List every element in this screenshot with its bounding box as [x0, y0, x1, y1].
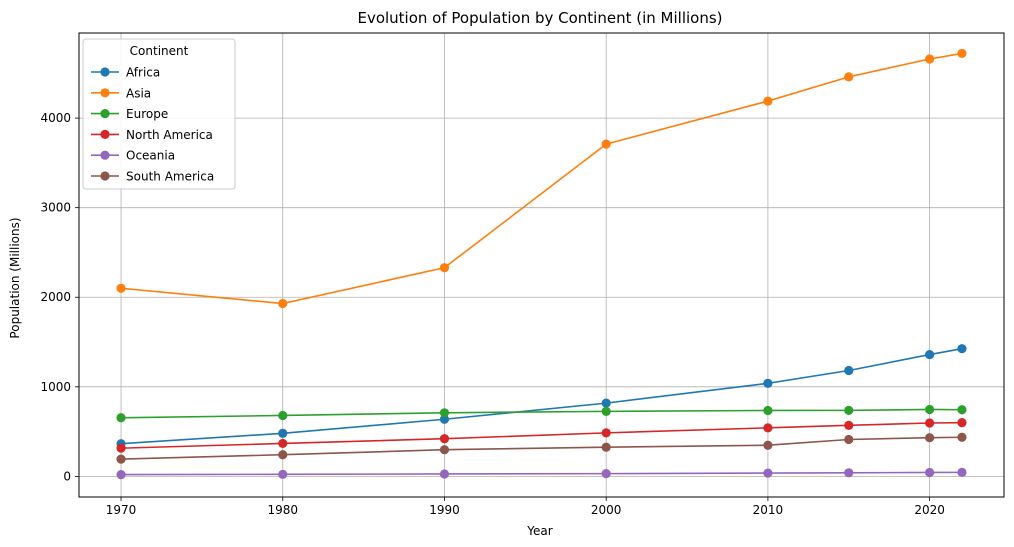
x-tick-label: 2020	[914, 503, 945, 517]
legend-label-north-america: North America	[126, 128, 213, 142]
data-point-asia	[439, 263, 450, 273]
data-point-europe	[116, 413, 126, 423]
data-point-south-america	[925, 433, 935, 443]
data-point-oceania	[116, 470, 126, 480]
series-line-africa	[120, 347, 963, 445]
data-point-north-america	[763, 423, 773, 433]
legend-label-oceania: Oceania	[126, 149, 175, 163]
data-point-south-america	[116, 454, 126, 464]
data-point-africa	[763, 378, 773, 388]
data-point-asia	[763, 96, 773, 106]
x-tick-label: 2010	[753, 503, 784, 517]
data-point-europe	[763, 405, 773, 416]
data-point-south-america	[844, 434, 854, 445]
data-point-south-america	[439, 445, 450, 455]
legend-swatch-marker	[100, 88, 110, 98]
data-point-asia	[278, 298, 288, 309]
y-tick-label: 4000	[40, 111, 71, 125]
data-point-north-america	[116, 443, 126, 453]
legend-swatch-marker	[100, 150, 110, 160]
y-tick-label: 2000	[40, 290, 71, 304]
x-axis-label: Year	[526, 524, 552, 538]
data-point-europe	[278, 410, 288, 421]
data-point-oceania	[601, 469, 611, 479]
data-point-asia	[844, 72, 854, 82]
data-point-asia	[957, 48, 967, 59]
data-point-africa	[844, 365, 854, 376]
data-point-europe	[439, 408, 450, 418]
y-axis-label: Population (Millions)	[8, 217, 22, 338]
data-point-asia	[925, 54, 935, 64]
series-europe	[116, 404, 967, 423]
data-point-europe	[601, 406, 611, 416]
series-line-europe	[121, 408, 962, 419]
y-tick-label: 0	[63, 469, 71, 483]
data-point-africa	[925, 349, 935, 360]
data-point-africa	[278, 428, 288, 438]
series-asia	[116, 48, 967, 309]
legend-label-south-america: South America	[126, 170, 214, 184]
series-south-america	[116, 432, 967, 464]
legend: Continent Africa Asia Europe North America Oc…	[82, 38, 236, 190]
x-tick-label: 1970	[106, 503, 137, 517]
legend-label-asia: Asia	[126, 86, 151, 100]
series-line-oceania	[121, 471, 962, 476]
data-point-south-america	[763, 440, 773, 450]
data-point-north-america	[957, 418, 967, 428]
x-tick-label: 2000	[591, 503, 622, 517]
chart-title: Evolution of Population by Continent (in…	[357, 9, 722, 27]
data-point-oceania	[763, 468, 773, 478]
legend-label-africa: Africa	[126, 66, 160, 80]
data-point-oceania	[925, 467, 935, 478]
legend-title: Continent	[130, 44, 189, 58]
series-oceania	[116, 467, 967, 480]
legend-swatch-marker	[100, 171, 110, 181]
data-point-oceania	[439, 469, 450, 479]
data-point-europe	[957, 405, 967, 415]
data-point-north-america	[601, 428, 611, 438]
series-africa	[116, 344, 967, 449]
data-point-africa	[439, 414, 450, 424]
legend-swatch-marker	[100, 129, 110, 139]
data-point-europe	[844, 405, 854, 415]
data-point-asia	[601, 139, 611, 149]
data-point-africa	[957, 344, 967, 354]
data-point-africa	[601, 398, 611, 408]
x-tick-label: 1980	[267, 503, 298, 517]
data-point-north-america	[278, 438, 288, 449]
legend-box	[82, 38, 236, 190]
axes: 1970 1980 1990 2000 2010 2020 0 1000 2000 3000 400…	[40, 111, 944, 517]
legend-label-europe: Europe	[126, 107, 168, 121]
legend-swatch-marker	[100, 109, 110, 119]
series-group	[116, 48, 967, 480]
data-point-asia	[116, 283, 126, 293]
data-point-oceania	[844, 468, 854, 478]
y-tick-label: 1000	[40, 380, 71, 394]
series-line-south-america	[121, 436, 962, 460]
data-point-north-america	[844, 420, 854, 430]
plot-frame	[78, 32, 1005, 498]
data-point-north-america	[439, 434, 450, 444]
y-tick-label: 3000	[40, 201, 71, 215]
data-point-europe	[925, 404, 935, 415]
legend-swatch-marker	[100, 67, 110, 77]
data-point-south-america	[957, 432, 967, 442]
data-point-south-america	[601, 442, 611, 452]
x-tick-label: 1990	[429, 503, 460, 517]
series-line-asia	[120, 52, 963, 305]
data-point-north-america	[925, 418, 935, 428]
series-north-america	[116, 418, 967, 453]
data-point-oceania	[957, 467, 967, 477]
data-point-south-america	[278, 450, 288, 460]
data-point-oceania	[278, 469, 288, 479]
series-line-north-america	[121, 421, 962, 449]
